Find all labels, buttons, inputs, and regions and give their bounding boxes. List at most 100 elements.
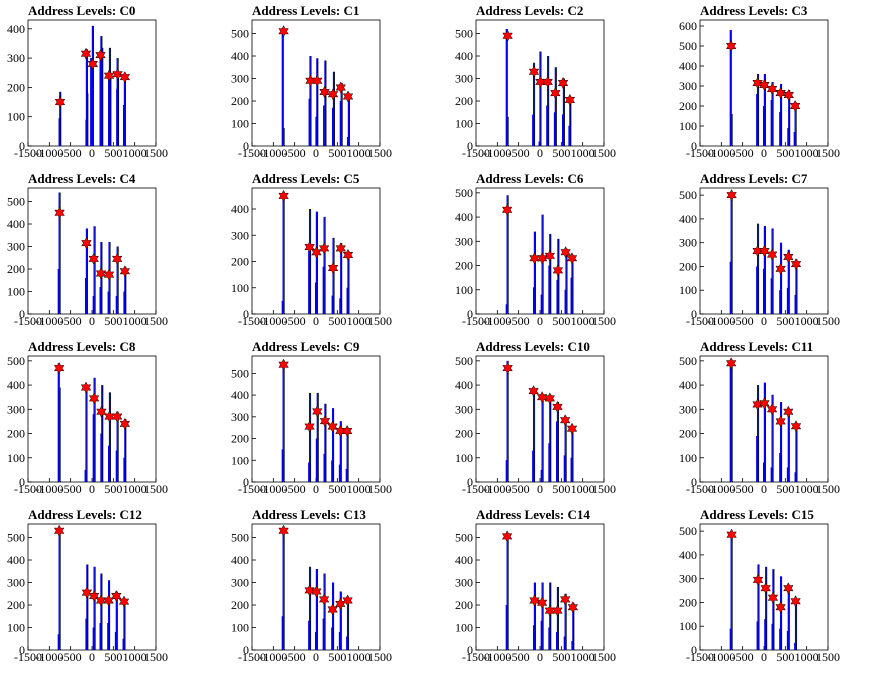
peak-marker bbox=[760, 582, 771, 595]
peak-marker bbox=[502, 362, 513, 375]
y-tick-label: 0 bbox=[691, 643, 697, 657]
y-tick-label: 0 bbox=[243, 139, 249, 153]
peak-marker bbox=[96, 405, 107, 418]
peak-marker bbox=[759, 397, 770, 410]
x-tick-label: 1000 bbox=[123, 314, 147, 328]
x-tick-label: -500 bbox=[284, 146, 306, 160]
y-tick-label: 400 bbox=[231, 388, 249, 402]
chart-svg: Address Levels: C60100200300400500-1500-… bbox=[455, 171, 616, 328]
peak-marker bbox=[81, 586, 93, 599]
x-tick-label: 1500 bbox=[592, 650, 616, 664]
y-tick-label: 400 bbox=[679, 59, 697, 73]
x-tick-label: -1500 bbox=[462, 146, 490, 160]
peak-marker bbox=[95, 49, 106, 62]
x-tick-label: 0 bbox=[89, 146, 95, 160]
x-tick-label: -1500 bbox=[686, 314, 714, 328]
peak-marker bbox=[501, 530, 513, 543]
chart-title: Address Levels: C11 bbox=[700, 339, 813, 354]
x-tick-label: 1500 bbox=[816, 482, 840, 496]
y-tick-label: 0 bbox=[467, 475, 473, 489]
peak-marker bbox=[544, 392, 556, 405]
peak-marker bbox=[304, 241, 315, 254]
x-tick-label: 0 bbox=[89, 314, 95, 328]
x-tick-label: 0 bbox=[537, 650, 543, 664]
chart-panel-1: Address Levels: C1 0 100 200 300 400 500 -1500-… bbox=[214, 1, 438, 169]
peak-marker bbox=[790, 595, 801, 608]
x-tick-label: -1500 bbox=[462, 314, 490, 328]
peak-marker bbox=[783, 250, 794, 263]
chart-svg: Address Levels: C70100200300400500-1500-… bbox=[679, 171, 840, 328]
y-tick-label: 400 bbox=[455, 378, 473, 392]
x-tick-label: 1500 bbox=[816, 650, 840, 664]
x-tick-label: 1000 bbox=[123, 650, 147, 664]
peak-marker bbox=[752, 573, 764, 586]
y-tick-label: 500 bbox=[679, 39, 697, 53]
y-tick-label: 100 bbox=[7, 621, 25, 635]
x-tick-label: 0 bbox=[313, 650, 319, 664]
x-tick-label: -1500 bbox=[686, 146, 714, 160]
chart-svg: Address Levels: C13 0 100 200 300 400 500 -1500… bbox=[231, 507, 392, 664]
y-tick-label: 500 bbox=[231, 531, 249, 545]
chart-panel-7: Address Levels: C7 0 100 200 300 400 500 -1500-… bbox=[662, 169, 886, 337]
x-tick-label: 1500 bbox=[592, 146, 616, 160]
x-tick-label: -500 bbox=[60, 482, 82, 496]
y-tick-label: 500 bbox=[455, 531, 473, 545]
x-tick-label: 1000 bbox=[571, 650, 595, 664]
x-tick-label: -1000 bbox=[35, 482, 63, 496]
y-tick-label: 0 bbox=[243, 307, 249, 321]
chart-svg: Address Levels: C14 0 100 200 300 400 500 -1500… bbox=[455, 507, 616, 664]
x-tick-label: -500 bbox=[508, 482, 530, 496]
peak-marker bbox=[278, 524, 289, 537]
x-tick-label: 1500 bbox=[816, 146, 840, 160]
y-tick-label: 300 bbox=[231, 72, 249, 86]
y-tick-label: 500 bbox=[679, 354, 697, 368]
y-tick-label: 500 bbox=[455, 186, 473, 200]
peak-marker bbox=[111, 410, 123, 423]
y-tick-label: 300 bbox=[679, 572, 697, 586]
y-tick-label: 300 bbox=[231, 410, 249, 424]
x-tick-label: -1000 bbox=[483, 314, 511, 328]
peak-marker bbox=[759, 244, 770, 258]
y-tick-label: 300 bbox=[7, 240, 25, 254]
peak-marker bbox=[311, 585, 322, 598]
y-tick-label: 200 bbox=[455, 259, 473, 273]
peak-marker bbox=[529, 594, 540, 607]
chart-svg: Address Levels: C15 0 100 200 300 400 500 -1500… bbox=[679, 507, 840, 664]
peak-marker bbox=[550, 87, 561, 100]
peak-marker bbox=[529, 252, 540, 265]
peak-marker bbox=[95, 267, 107, 280]
y-tick-label: 500 bbox=[455, 354, 473, 368]
y-tick-label: 300 bbox=[455, 576, 473, 590]
chart-title: Address Levels: C2 bbox=[476, 3, 583, 18]
peak-marker bbox=[528, 65, 540, 78]
x-tick-label: 0 bbox=[313, 146, 319, 160]
x-tick-label: 1000 bbox=[123, 146, 147, 160]
peak-marker bbox=[559, 414, 571, 427]
chart-title: Address Levels: C3 bbox=[700, 3, 808, 18]
x-tick-label: 0 bbox=[761, 650, 767, 664]
x-tick-label: 1500 bbox=[144, 314, 168, 328]
peak-marker bbox=[789, 99, 801, 113]
peak-marker bbox=[312, 405, 323, 418]
y-tick-label: 300 bbox=[7, 402, 25, 416]
y-tick-label: 100 bbox=[7, 110, 25, 124]
y-tick-label: 500 bbox=[7, 354, 25, 368]
peak-marker bbox=[501, 203, 513, 216]
peak-marker bbox=[305, 74, 316, 87]
x-tick-label: -500 bbox=[60, 146, 82, 160]
y-tick-label: 500 bbox=[7, 195, 25, 209]
y-tick-label: 0 bbox=[19, 475, 25, 489]
x-tick-label: -1500 bbox=[686, 482, 714, 496]
peak-marker bbox=[327, 262, 339, 275]
plot-frame bbox=[27, 355, 157, 483]
peak-marker bbox=[790, 258, 802, 271]
y-tick-label: 300 bbox=[231, 576, 249, 590]
peak-marker bbox=[767, 591, 779, 604]
x-tick-label: 500 bbox=[552, 650, 570, 664]
chart-title: Address Levels: C15 bbox=[700, 507, 814, 522]
chart-svg: Address Levels: C40100200300400500-1500-… bbox=[7, 171, 168, 328]
peak-marker bbox=[103, 69, 115, 82]
chart-title: Address Levels: C4 bbox=[28, 171, 136, 186]
y-tick-label: 500 bbox=[679, 524, 697, 538]
